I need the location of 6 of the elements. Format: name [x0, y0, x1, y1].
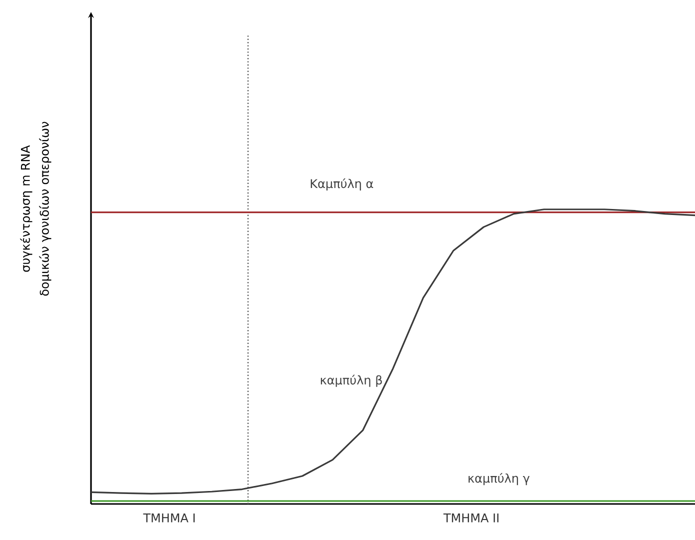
text: ΤΜΗΜΑ Ι [143, 514, 195, 522]
text: ΤΜΗΜΑ ΙΙ [443, 514, 498, 522]
series-label: καμπύλη γ [468, 472, 530, 486]
y-axis-title: συγκέντρωση m RNA δομικών γονιδίων οπερονίων [20, 122, 52, 296]
series-label: καμπύλη β [320, 374, 382, 387]
series-label: Καμπύλη α [310, 178, 374, 190]
